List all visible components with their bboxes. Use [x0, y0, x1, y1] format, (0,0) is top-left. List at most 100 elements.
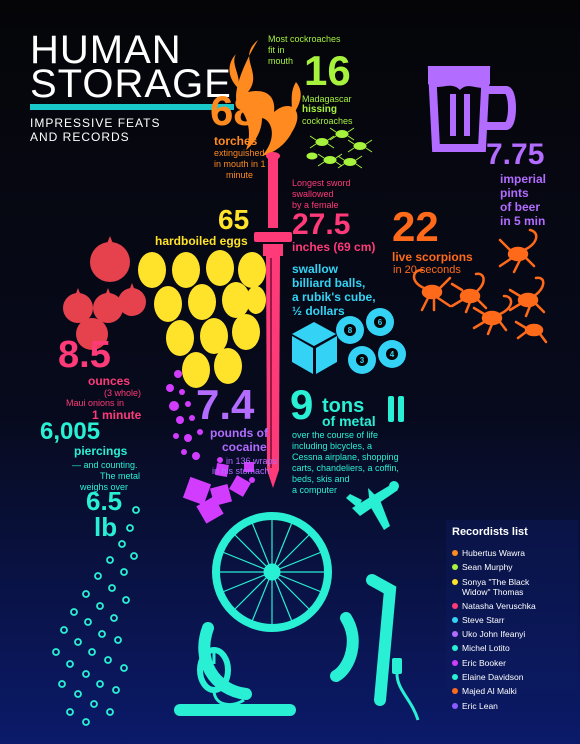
onions-desc-2: 1 minute: [92, 408, 142, 422]
onions-label: ounces: [88, 374, 131, 388]
legend-item-name: Majed Al Malki: [462, 686, 517, 697]
scorpions-value: 22: [392, 203, 439, 250]
rubiks-cube-icon: [292, 322, 337, 374]
legend-dot-icon: [452, 616, 458, 623]
metal-desc-1: over the course of life: [292, 430, 379, 440]
legend-item-name: Uko John Ifeanyi: [462, 629, 526, 640]
legend-item: Elaine Davidson: [452, 670, 554, 684]
cocaine-desc-2: in his stomach: [212, 466, 270, 476]
sword-label: inches (69 cm): [292, 240, 376, 254]
piercings-weight: 6.5: [86, 486, 123, 516]
legend-item: Uko John Ifeanyi: [452, 627, 554, 641]
metal-desc-3: Cessna airplane, shopping: [292, 452, 399, 462]
scorpions-label: live scorpions: [392, 250, 473, 264]
legend-item: Natasha Veruschka: [452, 599, 554, 613]
piercing-ring-icon: [52, 506, 140, 726]
cockroach-desc-2: hissing: [302, 104, 338, 115]
legend-item-name: Michel Lotito: [462, 643, 510, 654]
title-line-1: HUMAN: [30, 28, 182, 72]
torches-desc-1: extinguished: [214, 148, 265, 158]
piercings-desc-1: — and counting.: [72, 460, 138, 470]
legend-item-name: Natasha Veruschka: [462, 600, 536, 611]
cocaine-label-1: pounds of: [210, 426, 268, 440]
legend-dot-icon: [452, 645, 458, 652]
beer-label-4: in 5 min: [500, 214, 546, 228]
torches-desc-2: in mouth in 1: [214, 159, 266, 169]
legend-item: Steve Starr: [452, 613, 554, 627]
metal-label: tons: [322, 395, 365, 417]
cockroach-note-3: mouth: [268, 56, 294, 66]
legend-dot-icon: [452, 564, 458, 571]
legend-dot-icon: [452, 702, 458, 709]
legend-dot-icon: [452, 659, 458, 666]
eggs-label: hardboiled eggs: [155, 234, 248, 248]
swallow-line-2: billiard balls,: [292, 276, 366, 290]
torches-label: torches: [214, 134, 258, 148]
legend-dot-icon: [452, 674, 458, 681]
onion-icon: [63, 236, 146, 350]
torches-value: 68: [210, 87, 257, 134]
sword-value: 27.5: [292, 208, 351, 241]
cocaine-wrap-icon: [166, 370, 255, 524]
computer-mouse-icon: [197, 647, 420, 721]
cocaine-desc-1: in 136 wraps: [226, 456, 278, 466]
subtitle-line-2: AND RECORDS: [30, 130, 130, 144]
torches-desc-3: minute: [226, 170, 254, 180]
legend-item: Michel Lotito: [452, 641, 554, 655]
legend-item: Eric Booker: [452, 656, 554, 670]
cockroach-desc-1: Madagascar: [302, 94, 352, 104]
onions-note: (3 whole): [104, 388, 142, 398]
piercings-desc-2: The metal: [100, 471, 141, 481]
legend-item-name: Hubertus Wawra: [462, 548, 525, 558]
cockroach-note-1: Most cockroaches: [268, 34, 341, 44]
ball-label: 4: [390, 350, 395, 359]
beer-value: 7.75: [486, 138, 545, 171]
scorpions-desc: in 20 seconds: [393, 264, 461, 276]
metal-value: 9: [290, 381, 314, 428]
legend-item: Hubertus Wawra: [452, 546, 554, 560]
legend-item: Sonya "The Black Widow" Thomas: [452, 575, 554, 599]
pause-bars-icon: [388, 396, 404, 422]
ball-label: 8: [348, 326, 353, 335]
title-underline: [30, 104, 234, 110]
scorpion-icon: [412, 228, 548, 344]
legend-list: Hubertus Wawra Sean Murphy Sonya "The Bl…: [452, 546, 554, 713]
piercings-unit: lb: [94, 512, 118, 542]
metal-desc-5: beds, skis and: [292, 474, 350, 484]
metal-desc-6: a computer: [292, 485, 338, 495]
onions-value: 8.5: [58, 334, 111, 376]
sword-note-3: by a female: [292, 200, 339, 210]
legend-dot-icon: [452, 631, 458, 638]
metal-label-2: of metal: [322, 413, 376, 429]
legend-item-name: Sonya "The Black Widow" Thomas: [462, 576, 530, 597]
cockroach-note-2: fit in: [268, 45, 285, 55]
legend-dot-icon: [452, 602, 458, 609]
piercings-value: 6,005: [40, 418, 101, 445]
legend-dot-icon: [452, 550, 458, 556]
billiard-ball-icon: 8 6 3 4: [336, 308, 406, 374]
beer-label-3: of beer: [500, 200, 541, 214]
ball-label: 6: [378, 318, 383, 327]
legend-item: Eric Lean: [452, 699, 554, 713]
legend-dot-icon: [452, 578, 458, 585]
sword-icon: [254, 152, 292, 488]
metal-desc-2: including bicycles, a: [292, 441, 373, 451]
sword-note-1: Longest sword: [292, 178, 351, 188]
title-line-2: STORAGE: [30, 62, 232, 106]
legend-dot-icon: [452, 688, 458, 695]
subtitle-line-1: IMPRESSIVE FEATS: [30, 116, 161, 130]
swallow-line-1: swallow: [292, 262, 339, 276]
beer-mug-icon: [427, 66, 516, 152]
flame-icon: [229, 40, 301, 156]
cockroach-icon: [306, 127, 373, 169]
legend-item-name: Sean Murphy: [462, 562, 513, 573]
egg-icon: [138, 250, 266, 388]
swallow-line-3: a rubik's cube,: [292, 290, 376, 304]
eggs-value: 65: [218, 204, 250, 235]
sword-note-2: swallowed: [292, 189, 334, 199]
metal-desc-4: carts, chandeliers, a coffin,: [292, 463, 399, 473]
cocaine-label-2: cocaine: [222, 440, 267, 454]
ball-label: 3: [360, 356, 365, 365]
swallow-line-4: ½ dollars: [292, 304, 345, 318]
